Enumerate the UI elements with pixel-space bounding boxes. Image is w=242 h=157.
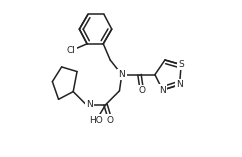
Text: N: N: [176, 80, 183, 89]
Text: N: N: [118, 70, 125, 79]
Text: O: O: [138, 86, 145, 95]
Text: HO: HO: [90, 116, 103, 125]
Text: O: O: [107, 116, 114, 125]
Text: S: S: [178, 60, 184, 69]
Text: N: N: [159, 86, 166, 95]
Text: N: N: [86, 100, 93, 109]
Text: Cl: Cl: [67, 46, 75, 55]
